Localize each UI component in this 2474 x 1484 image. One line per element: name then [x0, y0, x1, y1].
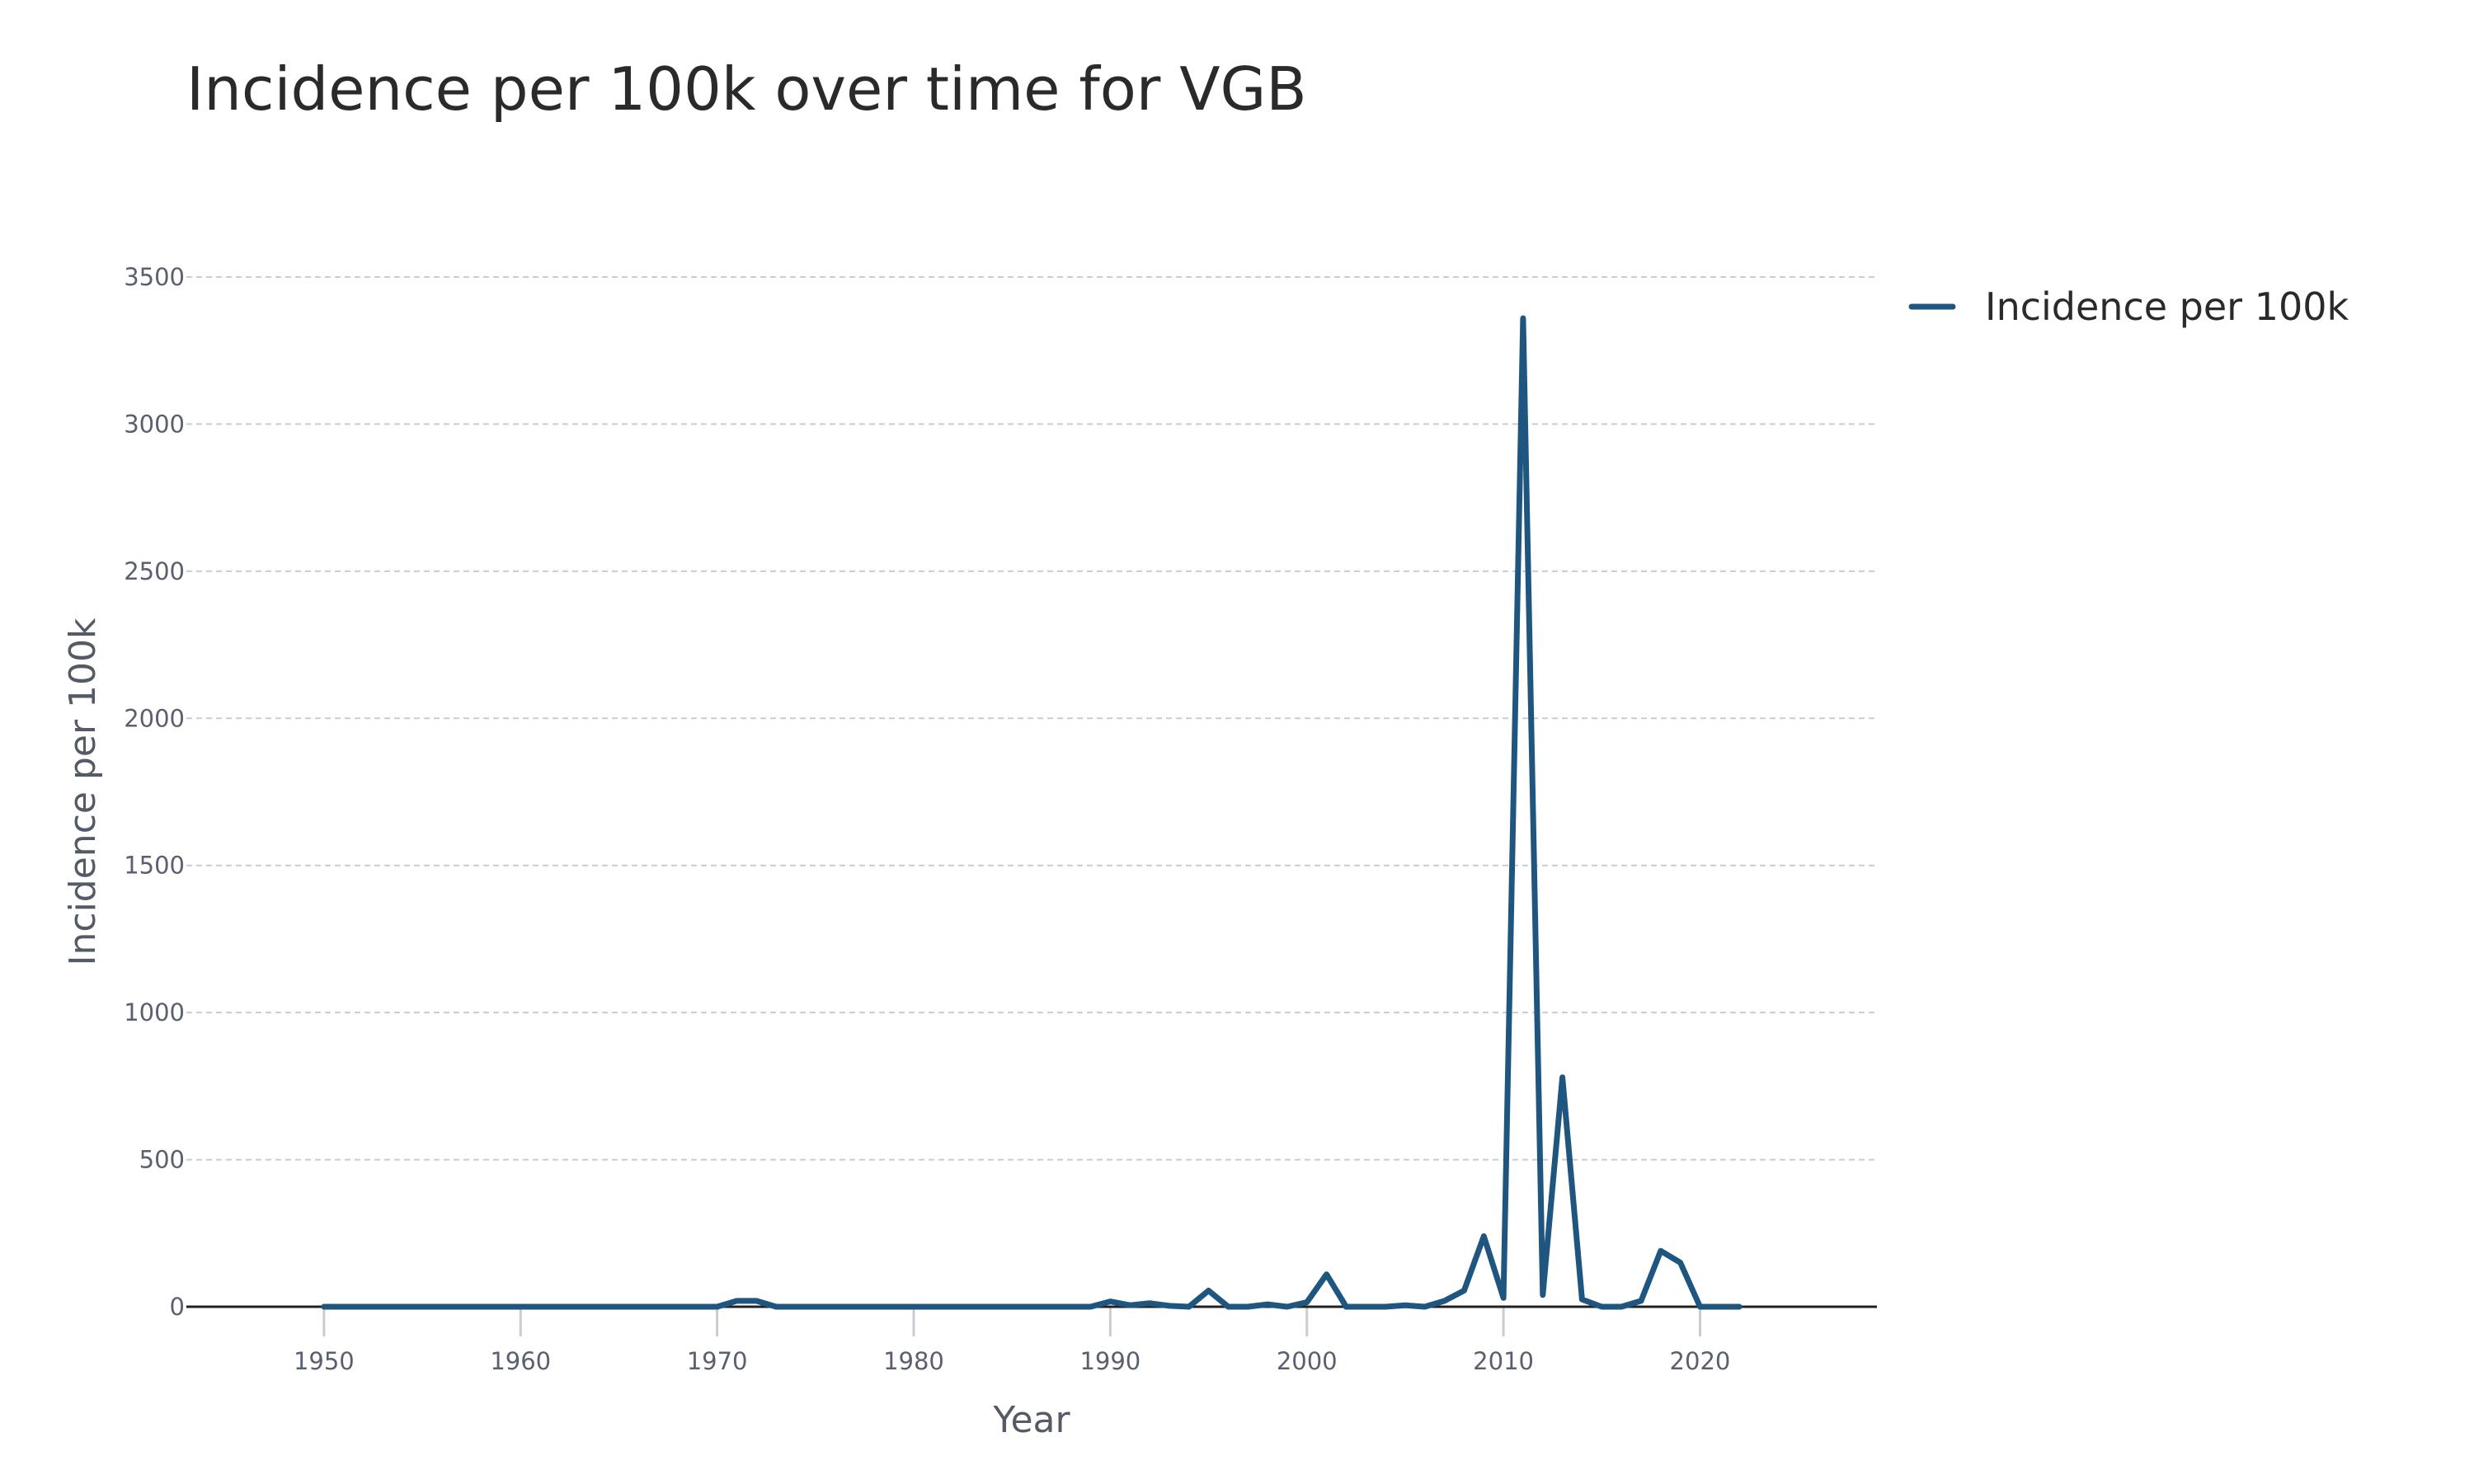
- chart-title: Incidence per 100k over time for VGB: [186, 54, 1307, 124]
- x-tick-label: 2000: [1277, 1347, 1338, 1375]
- gridlines: [186, 276, 1877, 1161]
- x-tick-label: 2020: [1670, 1347, 1731, 1375]
- y-tick-label: 500: [139, 1146, 185, 1174]
- x-tick-label: 1980: [883, 1347, 944, 1375]
- x-axis-title: Year: [992, 1399, 1070, 1441]
- x-tick-labels: 1950 1960 1970 1980 1990 2000 2010 2020: [294, 1307, 1730, 1375]
- x-tick-label: 1960: [490, 1347, 551, 1375]
- y-axis-title: Incidence per 100k: [62, 618, 104, 965]
- x-tick-label: 1970: [687, 1347, 748, 1375]
- x-tick-label: 1950: [294, 1347, 355, 1375]
- y-tick-label: 3000: [124, 410, 185, 438]
- y-tick-label: 1500: [124, 852, 185, 880]
- y-tick-label: 2500: [124, 557, 185, 585]
- y-tick-label: 2000: [124, 704, 185, 732]
- series-line-incidence: [321, 315, 1743, 1310]
- legend[interactable]: Incidence per 100k: [1908, 284, 2349, 329]
- y-tick-labels: 0 500 1000 1500 2000 2500 3000 3500: [124, 263, 185, 1321]
- y-tick-label: 3500: [124, 263, 185, 291]
- y-tick-label: 0: [170, 1293, 185, 1321]
- y-tick-label: 1000: [124, 998, 185, 1026]
- legend-label: Incidence per 100k: [1985, 284, 2349, 329]
- x-tick-label: 1990: [1079, 1347, 1141, 1375]
- x-tick-label: 2010: [1473, 1347, 1534, 1375]
